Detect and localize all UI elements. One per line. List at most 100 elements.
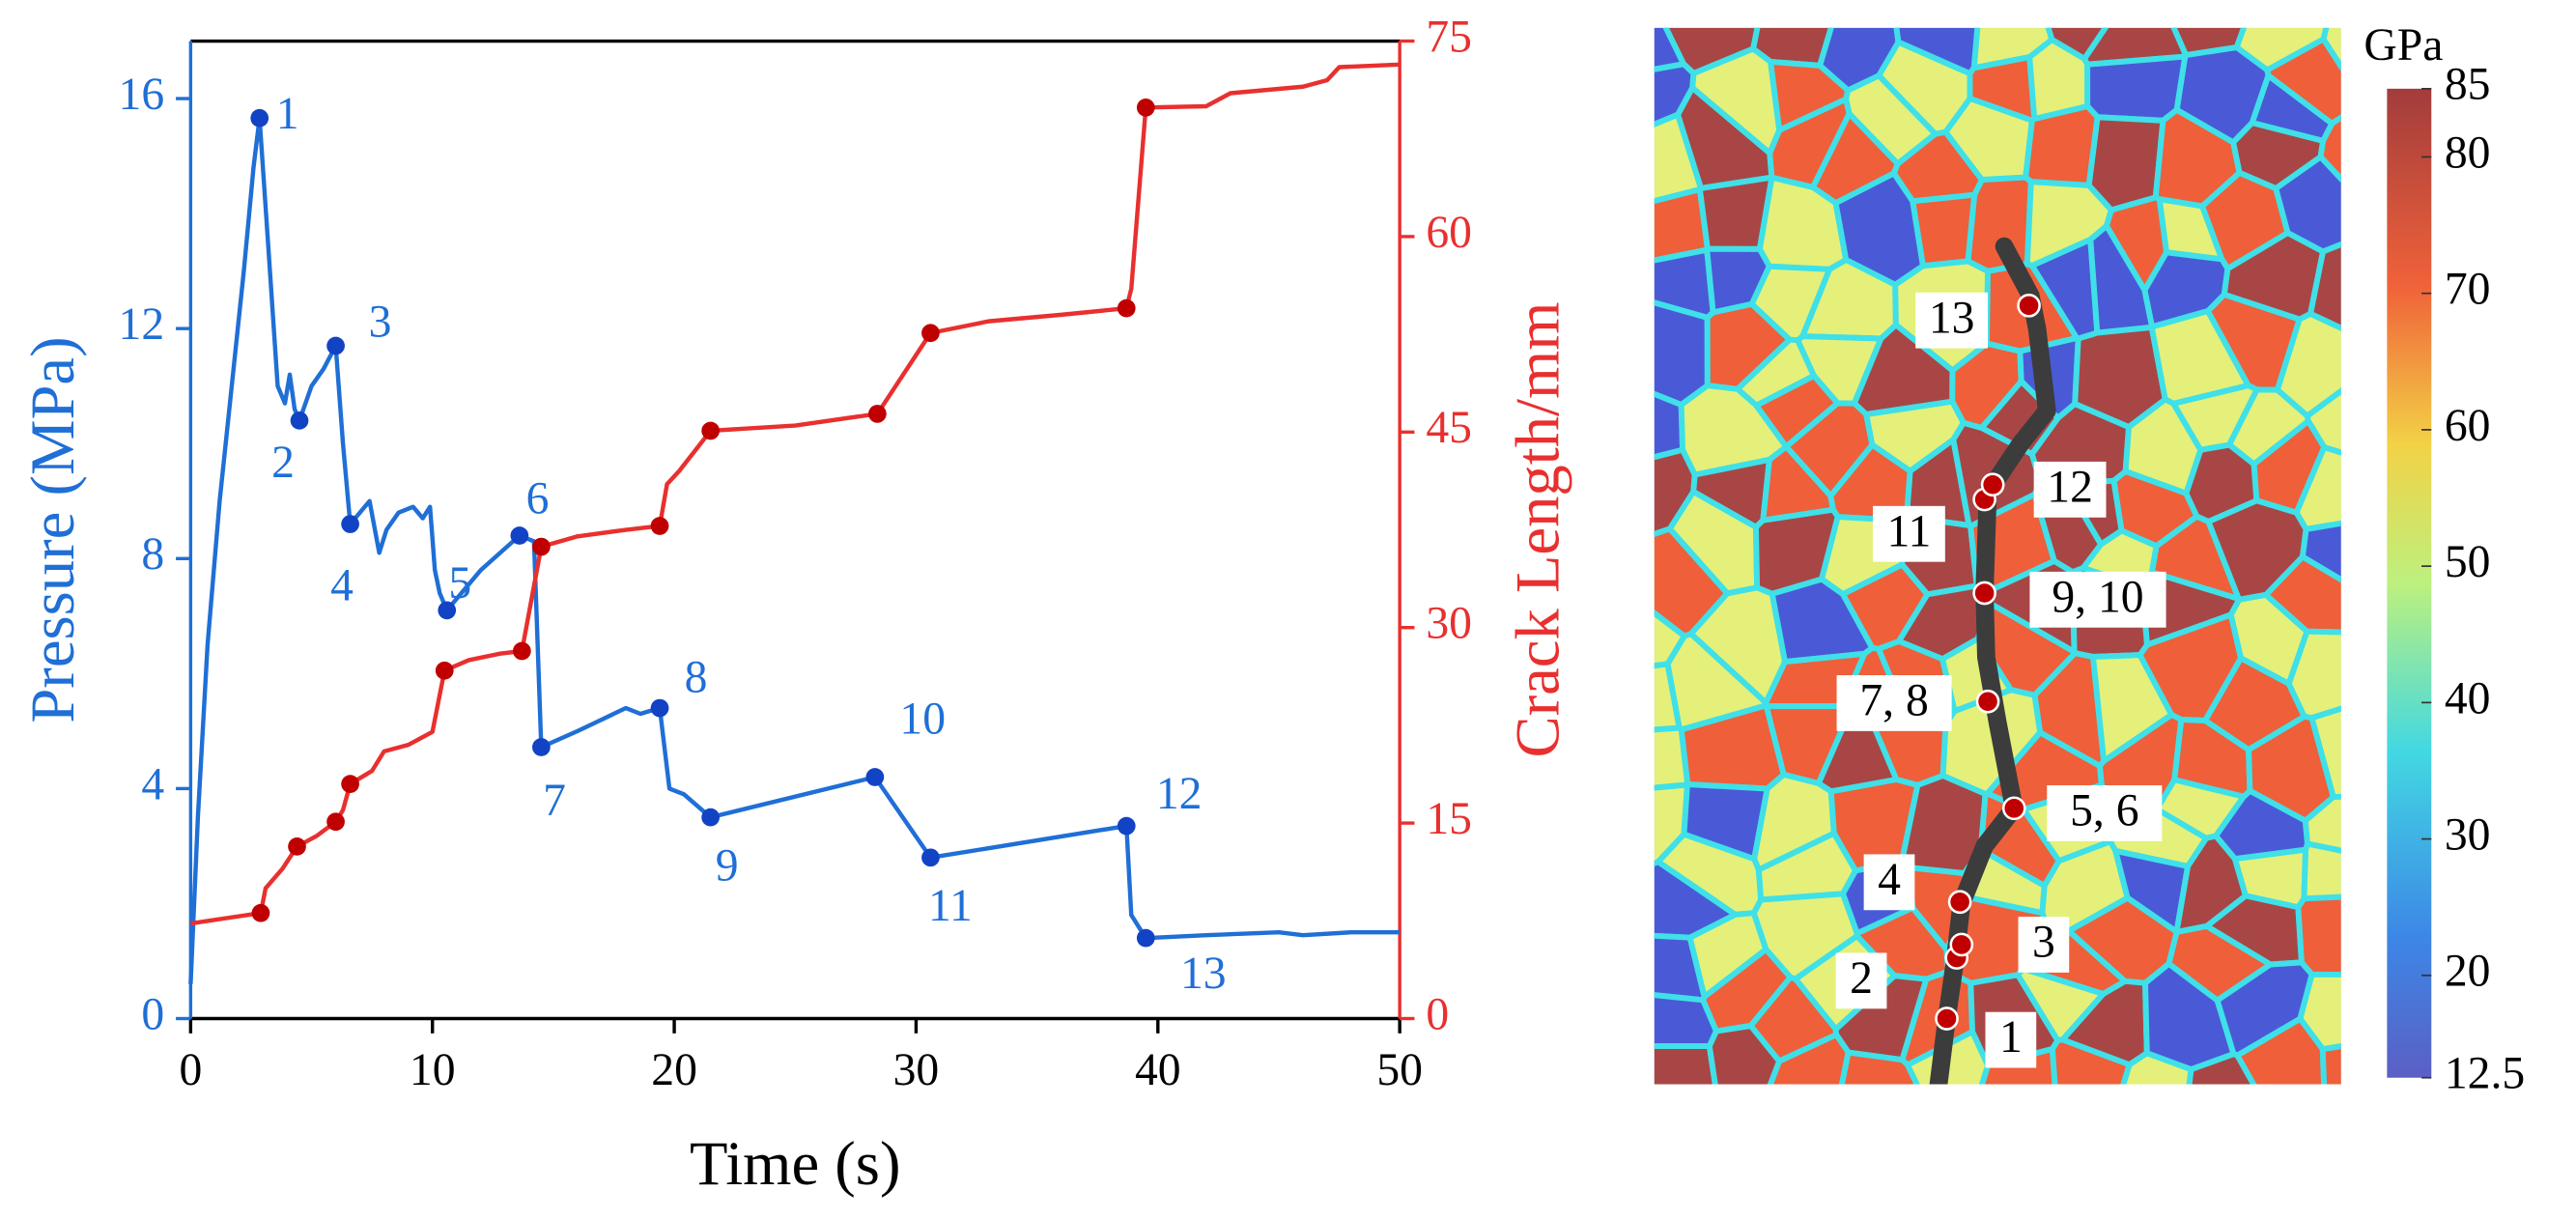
colorbar-tick-label: 60 xyxy=(2445,401,2491,451)
grain xyxy=(1654,1043,1718,1085)
y-tick-label: 12 xyxy=(119,299,165,350)
grain xyxy=(2263,553,2341,636)
crack-point xyxy=(1975,689,2000,714)
grain xyxy=(2023,103,2101,188)
map-label: 12 xyxy=(2047,462,2093,512)
label-box xyxy=(2029,571,2166,628)
marker xyxy=(288,837,306,856)
colorbar-tick-label: 80 xyxy=(2445,128,2491,178)
grain xyxy=(2319,1043,2341,1085)
y-tick-label: 4 xyxy=(141,759,164,809)
colorbar-tick-label: 12.5 xyxy=(2445,1049,2525,1099)
marker xyxy=(532,738,551,756)
marker xyxy=(650,698,669,718)
point-label: 6 xyxy=(526,473,550,524)
point-label: 10 xyxy=(899,694,946,744)
map-label: 13 xyxy=(1929,293,1975,343)
marker xyxy=(512,641,531,661)
point-label: 9 xyxy=(716,841,739,892)
label-box xyxy=(1835,952,1887,1009)
grain xyxy=(2081,27,2190,68)
colorbar-tick-label: 70 xyxy=(2445,265,2491,315)
marker xyxy=(701,421,720,440)
map-label: 4 xyxy=(1878,855,1901,905)
y2-axis-label: Crack Length/mm xyxy=(1503,302,1572,758)
point-label: 13 xyxy=(1180,949,1227,999)
label-box xyxy=(2047,784,2163,841)
y2-tick-label: 60 xyxy=(1426,208,1472,258)
x-tick-label: 0 xyxy=(179,1045,202,1095)
colorbar-tick-label: 20 xyxy=(2445,947,2491,997)
grain xyxy=(2317,114,2341,184)
label-box xyxy=(1872,505,1945,562)
colorbar-tick-label: 30 xyxy=(2445,810,2491,861)
marker xyxy=(341,775,359,793)
map-label: 1 xyxy=(1999,1012,2023,1063)
marker xyxy=(701,808,720,827)
marker xyxy=(865,768,885,786)
marker xyxy=(341,515,359,533)
crack-point xyxy=(1972,581,1996,606)
marker xyxy=(290,411,309,430)
label-box xyxy=(1836,675,1952,731)
crack-point xyxy=(1947,890,1972,915)
map-label: 3 xyxy=(2032,918,2055,968)
marker xyxy=(326,812,345,832)
map-label: 9, 10 xyxy=(2052,572,2143,622)
label-box xyxy=(2018,917,2070,973)
grain xyxy=(2307,241,2341,331)
point-label: 3 xyxy=(369,298,392,348)
point-label: 12 xyxy=(1156,769,1203,819)
label-box xyxy=(2033,461,2107,518)
crack-point xyxy=(2001,796,2026,821)
marker xyxy=(326,336,345,355)
marker xyxy=(510,526,529,545)
marker xyxy=(650,517,669,535)
y-tick-label: 8 xyxy=(141,529,164,580)
colorbar-tick-label: 40 xyxy=(2445,673,2491,723)
x-tick-label: 10 xyxy=(410,1045,456,1095)
point-label: 11 xyxy=(928,881,973,931)
label-box xyxy=(1915,292,1989,349)
grain xyxy=(2302,793,2341,854)
marker xyxy=(251,903,270,922)
marker xyxy=(1117,816,1136,836)
marker xyxy=(921,848,940,867)
x-axis-label: Time (s) xyxy=(690,1128,900,1198)
y2-tick-label: 75 xyxy=(1426,12,1472,62)
x-tick-label: 50 xyxy=(1376,1045,1423,1095)
crack-point xyxy=(1980,472,2005,497)
grain xyxy=(2264,36,2341,127)
colorbar-tick-label: 50 xyxy=(2445,537,2491,587)
marker xyxy=(250,108,269,128)
y-tick-label: 0 xyxy=(141,989,164,1039)
grain xyxy=(1965,174,2034,274)
y2-tick-label: 15 xyxy=(1426,794,1472,844)
crack-point xyxy=(1949,932,1974,957)
marker xyxy=(438,601,457,620)
marker xyxy=(1117,298,1136,318)
marker xyxy=(532,537,551,556)
colorbar-tick-label: 85 xyxy=(2445,60,2491,110)
marker xyxy=(868,405,887,423)
label-box xyxy=(1863,854,1915,911)
marker xyxy=(435,661,454,680)
label-box xyxy=(1985,1011,2037,1068)
marker xyxy=(921,324,940,343)
point-label: 1 xyxy=(276,89,299,139)
point-label: 4 xyxy=(330,561,354,611)
x-tick-label: 30 xyxy=(893,1045,940,1095)
grain xyxy=(1654,992,1719,1050)
crack-point xyxy=(1935,1006,1959,1031)
y-axis-label: Pressure (MPa) xyxy=(17,336,87,723)
grain xyxy=(1654,724,1691,791)
point-label: 7 xyxy=(543,776,566,826)
grain xyxy=(2301,840,2341,902)
map-label: 7, 8 xyxy=(1859,676,1928,726)
y-tick-label: 16 xyxy=(119,70,165,120)
x-tick-label: 20 xyxy=(651,1045,697,1095)
colorbar-title: GPa xyxy=(2364,20,2443,71)
x-tick-label: 40 xyxy=(1135,1045,1181,1095)
